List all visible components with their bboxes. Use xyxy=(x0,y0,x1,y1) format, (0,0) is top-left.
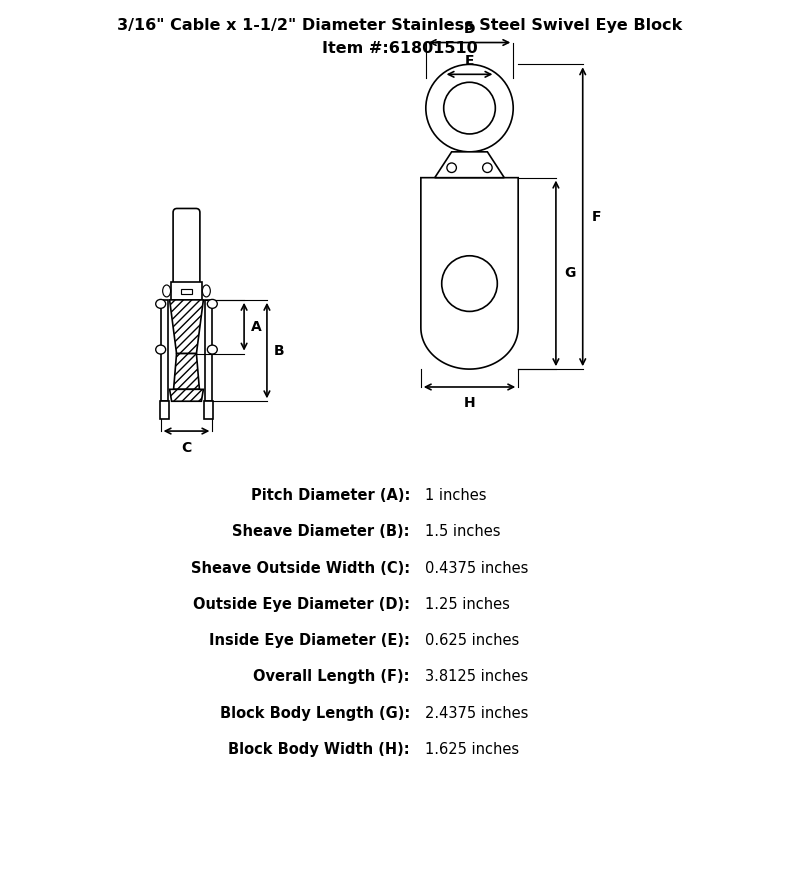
Ellipse shape xyxy=(207,345,218,354)
Text: 3.8125 inches: 3.8125 inches xyxy=(425,670,528,685)
Text: 3/16" Cable x 1-1/2" Diameter Stainless Steel Swivel Eye Block: 3/16" Cable x 1-1/2" Diameter Stainless … xyxy=(118,19,682,33)
Text: E: E xyxy=(465,55,474,69)
Polygon shape xyxy=(170,389,203,401)
Circle shape xyxy=(444,82,495,134)
Bar xyxy=(204,401,214,419)
Ellipse shape xyxy=(207,300,218,308)
Bar xyxy=(206,300,212,401)
Circle shape xyxy=(442,255,498,311)
Text: G: G xyxy=(564,266,575,280)
Text: 0.625 inches: 0.625 inches xyxy=(425,633,519,648)
FancyBboxPatch shape xyxy=(173,209,200,286)
Bar xyxy=(170,282,202,300)
Text: C: C xyxy=(182,441,192,455)
Text: 2.4375 inches: 2.4375 inches xyxy=(425,706,528,721)
Circle shape xyxy=(482,163,492,173)
Text: Sheave Diameter (B):: Sheave Diameter (B): xyxy=(233,524,410,539)
Text: 0.4375 inches: 0.4375 inches xyxy=(425,560,528,575)
Bar xyxy=(160,401,169,419)
Text: Block Body Length (G):: Block Body Length (G): xyxy=(220,706,410,721)
Text: Sheave Outside Width (C):: Sheave Outside Width (C): xyxy=(191,560,410,575)
Bar xyxy=(181,289,193,294)
Ellipse shape xyxy=(202,285,210,297)
Ellipse shape xyxy=(156,345,166,354)
Text: A: A xyxy=(251,320,262,334)
Text: Item #:61801510: Item #:61801510 xyxy=(322,41,478,56)
Text: 1 inches: 1 inches xyxy=(425,488,486,503)
Text: D: D xyxy=(464,21,475,35)
Text: B: B xyxy=(274,344,285,358)
Ellipse shape xyxy=(156,300,166,308)
Text: H: H xyxy=(464,396,475,410)
Text: Outside Eye Diameter (D):: Outside Eye Diameter (D): xyxy=(193,597,410,612)
Bar xyxy=(161,300,168,401)
Text: Pitch Diameter (A):: Pitch Diameter (A): xyxy=(250,488,410,503)
Text: Inside Eye Diameter (E):: Inside Eye Diameter (E): xyxy=(209,633,410,648)
Polygon shape xyxy=(434,152,504,178)
Text: Block Body Width (H):: Block Body Width (H): xyxy=(228,742,410,757)
Text: F: F xyxy=(592,210,601,224)
Polygon shape xyxy=(170,300,203,353)
Circle shape xyxy=(426,64,514,152)
Text: 1.25 inches: 1.25 inches xyxy=(425,597,510,612)
Text: 1.5 inches: 1.5 inches xyxy=(425,524,500,539)
Text: 1.625 inches: 1.625 inches xyxy=(425,742,519,757)
Polygon shape xyxy=(174,353,199,389)
Circle shape xyxy=(447,163,457,173)
Text: Overall Length (F):: Overall Length (F): xyxy=(254,670,410,685)
Ellipse shape xyxy=(162,285,170,297)
Polygon shape xyxy=(421,178,518,369)
